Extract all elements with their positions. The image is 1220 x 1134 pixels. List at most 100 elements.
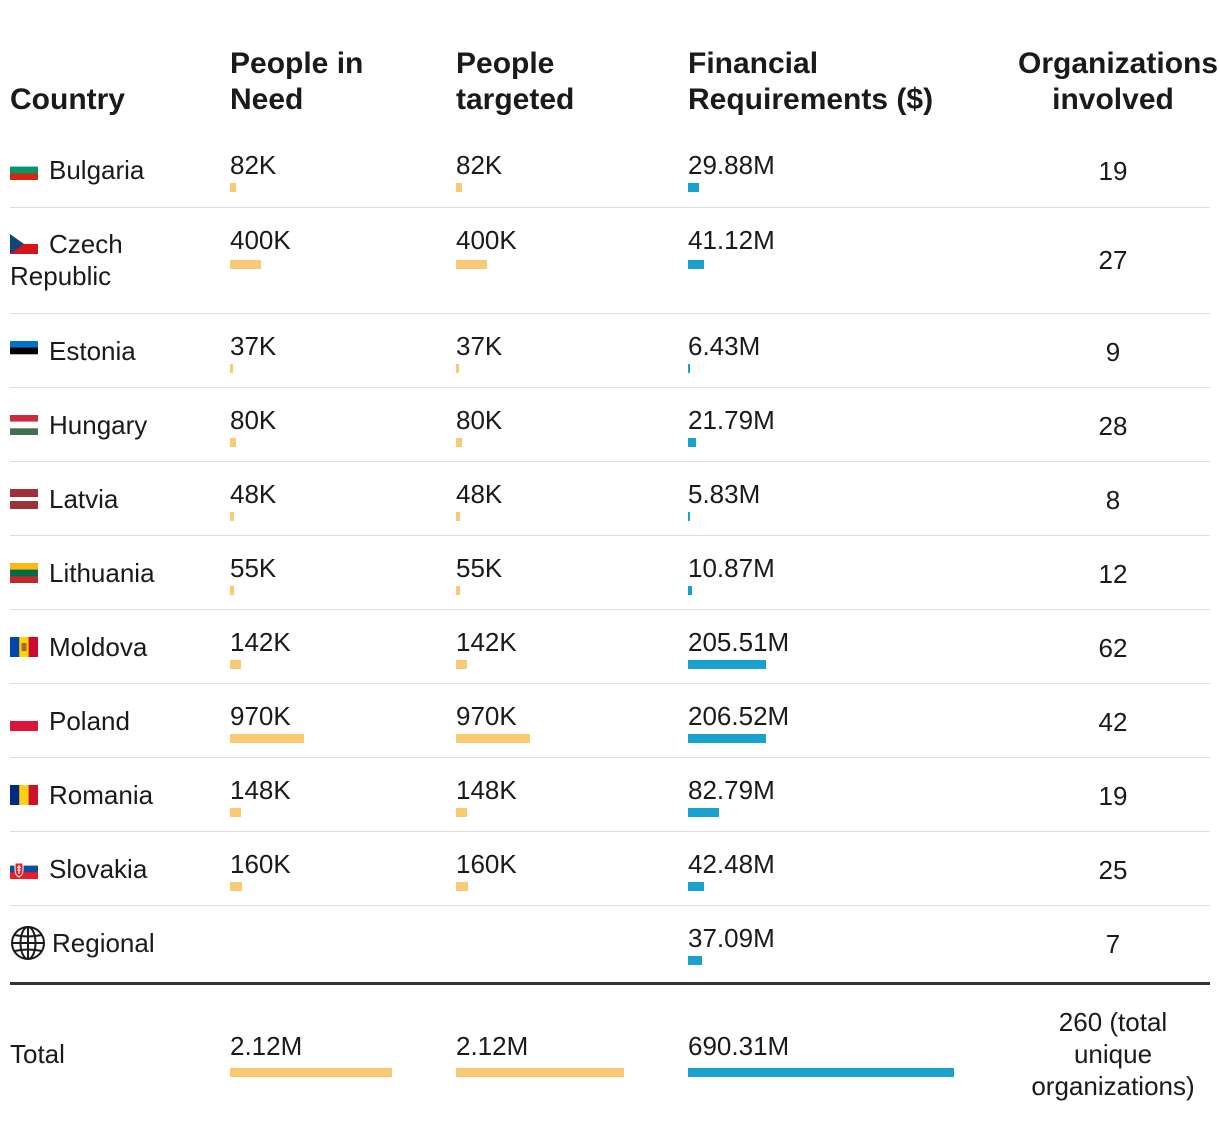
pt-bar — [456, 586, 460, 595]
flag-romania-icon — [10, 785, 38, 805]
pt-label: 82K — [456, 150, 503, 180]
pin-label: 142K — [230, 627, 291, 657]
fin-label: 21.79M — [688, 405, 775, 435]
total-people-in-need-label: 2.12M — [230, 1031, 303, 1061]
total-separator — [10, 982, 1210, 985]
header-country: Country — [10, 82, 125, 118]
pt-bar — [456, 734, 530, 743]
pin-label: 82K — [230, 150, 277, 180]
pin-bar — [230, 882, 242, 891]
fin-bar — [688, 882, 704, 891]
fin-label: 29.88M — [688, 150, 775, 180]
pt-bar — [456, 438, 462, 447]
pt-bar — [456, 183, 462, 192]
country-name: Poland — [49, 706, 130, 736]
flag-poland-icon — [10, 711, 38, 731]
pin-bar — [230, 512, 234, 521]
fin-bar — [688, 586, 692, 595]
total-people-targeted-label: 2.12M — [456, 1031, 529, 1061]
country-name: Bulgaria — [49, 155, 145, 185]
row-separator — [10, 609, 1210, 610]
row-separator — [10, 535, 1210, 536]
fin-bar — [688, 660, 766, 669]
country-name: Regional — [52, 928, 155, 958]
fin-label: 206.52M — [688, 701, 790, 731]
fin-bar — [688, 808, 719, 817]
organizations-count: 62 — [1098, 633, 1128, 663]
country-name: Hungary — [49, 410, 148, 440]
organizations-count: 28 — [1098, 411, 1128, 441]
pt-label: 55K — [456, 553, 503, 583]
country-cell: Poland — [10, 705, 130, 737]
total-organizations: 260 (total unique organizations) — [1018, 1006, 1208, 1102]
header-people-in-need-line-1: People in — [230, 47, 364, 80]
country-name: Moldova — [49, 632, 148, 662]
row-separator — [10, 387, 1210, 388]
country-cell: Slovakia — [10, 853, 147, 885]
country-name: Lithuania — [49, 558, 155, 588]
country-cell: Lithuania — [10, 557, 155, 589]
flag-latvia-icon — [10, 489, 38, 509]
pin-label: 970K — [230, 701, 291, 731]
country-cell: Hungary — [10, 409, 147, 441]
pt-label: 148K — [456, 775, 517, 805]
pt-bar — [456, 364, 459, 373]
flag-bulgaria-icon — [10, 160, 38, 180]
organizations-count: 19 — [1098, 156, 1128, 186]
fin-bar — [688, 956, 702, 965]
pin-label: 148K — [230, 775, 291, 805]
pin-bar — [230, 660, 241, 669]
total-orgs-line-3: organizations) — [1031, 1071, 1195, 1101]
fin-bar — [688, 734, 766, 743]
pt-label: 400K — [456, 225, 517, 255]
fin-label: 10.87M — [688, 553, 775, 583]
fin-bar — [688, 512, 690, 521]
fin-bar — [688, 183, 699, 192]
pt-label: 80K — [456, 405, 503, 435]
country-cell: Moldova — [10, 631, 147, 663]
total-label: Total — [10, 1039, 65, 1069]
data-table: Country People in Need People targeted F… — [10, 0, 1219, 1134]
pin-label: 80K — [230, 405, 277, 435]
country-cell: Bulgaria — [10, 154, 144, 186]
pt-bar — [456, 882, 468, 891]
header-orgs-line-1: Organizations — [1018, 47, 1219, 80]
fin-label: 5.83M — [688, 479, 761, 509]
header-country-line: Country — [10, 83, 125, 116]
header-orgs-line-2: involved — [1052, 83, 1174, 116]
header-financial-line-2: Requirements ($) — [688, 83, 934, 116]
pt-label: 160K — [456, 849, 517, 879]
pt-bar — [456, 660, 467, 669]
organizations-count: 8 — [1105, 485, 1121, 515]
header-organizations-involved: Organizations involved — [1018, 46, 1219, 118]
flag-lithuania-icon — [10, 563, 38, 583]
organizations-count: 42 — [1098, 707, 1128, 737]
total-financial-bar — [688, 1068, 954, 1077]
organizations-count: 19 — [1098, 781, 1128, 811]
country-cell: Regional — [10, 925, 155, 961]
total-financial-label: 690.31M — [688, 1031, 790, 1061]
country-cell: Romania — [10, 779, 153, 811]
pin-label: 160K — [230, 849, 291, 879]
pin-bar — [230, 260, 261, 269]
country-name: Romania — [49, 780, 154, 810]
country-cell: Latvia — [10, 483, 118, 515]
header-people-in-need-line-2: Need — [230, 83, 304, 116]
country-cell: Czech Republic — [10, 228, 123, 292]
fin-bar — [688, 438, 696, 447]
organizations-count: 12 — [1098, 559, 1128, 589]
row-separator — [10, 757, 1210, 758]
fin-label: 42.48M — [688, 849, 775, 879]
total-orgs-line-1: 260 (total — [1058, 1007, 1168, 1037]
fin-label: 205.51M — [688, 627, 790, 657]
total-orgs-line-2: unique — [1073, 1039, 1153, 1069]
fin-label: 37.09M — [688, 923, 775, 953]
pt-label: 970K — [456, 701, 517, 731]
organizations-count: 7 — [1105, 929, 1121, 959]
header-people-targeted-line-1: People — [456, 47, 555, 80]
row-separator — [10, 831, 1210, 832]
country-name: Slovakia — [49, 854, 148, 884]
flag-estonia-icon — [10, 341, 38, 361]
row-separator — [10, 207, 1210, 208]
pin-label: 400K — [230, 225, 291, 255]
